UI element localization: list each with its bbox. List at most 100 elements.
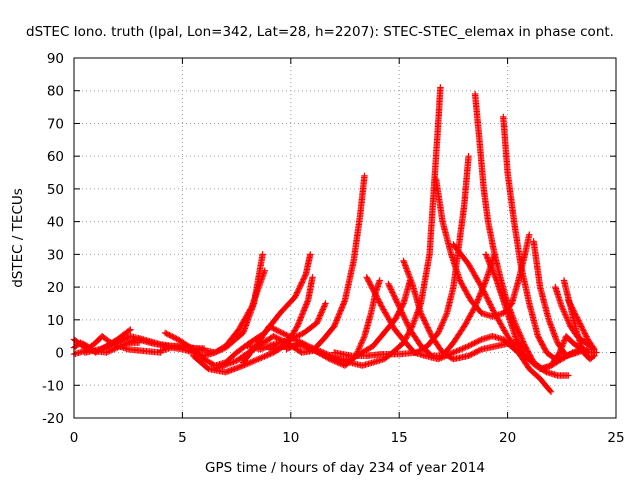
data-point-marker bbox=[364, 276, 372, 284]
data-point-marker bbox=[555, 350, 562, 358]
series-pass-26 bbox=[565, 297, 598, 353]
data-point-marker bbox=[463, 290, 471, 297]
data-point-marker bbox=[511, 320, 519, 327]
data-point-marker bbox=[258, 354, 265, 361]
y-tick-label: 30 bbox=[47, 247, 64, 263]
data-point-marker bbox=[318, 309, 325, 316]
data-point-marker bbox=[293, 324, 300, 331]
data-point-marker bbox=[283, 346, 290, 353]
data-point-marker bbox=[300, 275, 308, 282]
data-point-marker bbox=[435, 328, 443, 335]
data-point-marker bbox=[479, 285, 486, 292]
data-point-marker bbox=[468, 309, 476, 316]
data-point-marker bbox=[167, 332, 174, 339]
data-point-marker bbox=[270, 333, 277, 340]
data-point-marker bbox=[363, 274, 370, 281]
data-point-marker bbox=[402, 317, 410, 325]
data-point-marker bbox=[301, 273, 308, 281]
data-point-marker bbox=[514, 326, 521, 333]
data-point-marker bbox=[590, 344, 597, 352]
data-point-marker bbox=[296, 331, 303, 339]
data-point-marker bbox=[296, 285, 303, 292]
data-series bbox=[70, 84, 600, 395]
data-point-marker bbox=[483, 294, 490, 301]
data-point-marker bbox=[439, 320, 446, 327]
data-point-marker bbox=[127, 326, 134, 333]
data-point-marker bbox=[457, 278, 464, 286]
data-point-marker bbox=[539, 342, 547, 349]
y-tick-label: -20 bbox=[42, 411, 64, 427]
data-point-marker bbox=[114, 339, 121, 346]
data-point-marker bbox=[565, 372, 572, 379]
data-point-marker bbox=[244, 360, 251, 367]
data-point-marker bbox=[291, 293, 299, 301]
data-point-marker bbox=[472, 339, 479, 346]
data-point-marker bbox=[296, 283, 304, 291]
data-point-marker bbox=[513, 323, 520, 330]
data-point-marker bbox=[395, 302, 402, 309]
grid bbox=[74, 58, 616, 418]
y-axis-label: dSTEC / TECUs bbox=[10, 188, 26, 288]
data-point-marker bbox=[469, 350, 477, 357]
data-point-marker bbox=[163, 330, 170, 337]
data-point-marker bbox=[164, 331, 172, 338]
data-point-marker bbox=[560, 338, 567, 346]
data-point-marker bbox=[468, 341, 475, 348]
data-point-marker bbox=[404, 322, 412, 329]
y-tick-label: 80 bbox=[47, 84, 64, 100]
data-point-marker bbox=[304, 343, 312, 351]
data-point-marker bbox=[300, 341, 307, 349]
data-point-marker bbox=[441, 314, 449, 321]
data-point-marker bbox=[115, 338, 122, 346]
series-pass-3 bbox=[70, 333, 164, 358]
data-point-marker bbox=[472, 349, 479, 356]
data-point-marker bbox=[270, 325, 277, 332]
data-point-marker bbox=[291, 336, 299, 343]
y-tick-label: 0 bbox=[55, 346, 64, 362]
data-point-marker bbox=[267, 323, 274, 331]
data-point-marker bbox=[268, 324, 276, 331]
data-point-marker bbox=[313, 319, 320, 327]
data-point-marker bbox=[290, 335, 297, 342]
data-point-marker bbox=[293, 341, 300, 348]
data-point-marker bbox=[443, 311, 450, 318]
data-point-marker bbox=[561, 311, 569, 318]
data-point-marker bbox=[299, 341, 306, 348]
data-point-marker bbox=[578, 324, 586, 331]
data-point-marker bbox=[306, 344, 313, 351]
y-tick-label: 40 bbox=[47, 215, 64, 231]
data-point-marker bbox=[367, 282, 375, 289]
data-point-marker bbox=[457, 346, 465, 353]
data-point-marker bbox=[376, 299, 383, 306]
data-point-marker bbox=[519, 336, 526, 344]
data-point-marker bbox=[387, 284, 394, 292]
data-point-marker bbox=[417, 310, 425, 317]
data-point-marker bbox=[319, 306, 326, 313]
x-axis-label: GPS time / hours of day 234 of year 2014 bbox=[205, 460, 485, 476]
data-point-marker bbox=[547, 388, 555, 395]
data-point-marker bbox=[79, 342, 86, 350]
data-point-marker bbox=[490, 270, 497, 277]
data-point-marker bbox=[488, 304, 495, 311]
data-point-marker bbox=[421, 318, 429, 326]
data-point-marker bbox=[474, 338, 481, 345]
data-point-marker bbox=[370, 288, 378, 295]
data-point-marker bbox=[299, 278, 306, 285]
y-tick-label: 60 bbox=[47, 149, 64, 165]
data-point-marker bbox=[480, 288, 487, 295]
data-point-marker bbox=[401, 315, 408, 322]
data-point-marker bbox=[425, 325, 432, 333]
data-point-marker bbox=[286, 333, 293, 340]
data-point-marker bbox=[370, 286, 377, 294]
data-point-marker bbox=[172, 334, 179, 342]
data-point-marker bbox=[400, 313, 408, 320]
data-point-marker bbox=[361, 172, 368, 179]
data-point-marker bbox=[277, 329, 284, 336]
data-point-marker bbox=[118, 337, 125, 344]
data-point-marker bbox=[454, 347, 462, 354]
data-point-marker bbox=[553, 336, 560, 343]
x-tick-label: 10 bbox=[282, 430, 299, 446]
data-point-marker bbox=[578, 323, 585, 330]
data-point-marker bbox=[420, 315, 427, 323]
data-point-marker bbox=[322, 300, 329, 307]
